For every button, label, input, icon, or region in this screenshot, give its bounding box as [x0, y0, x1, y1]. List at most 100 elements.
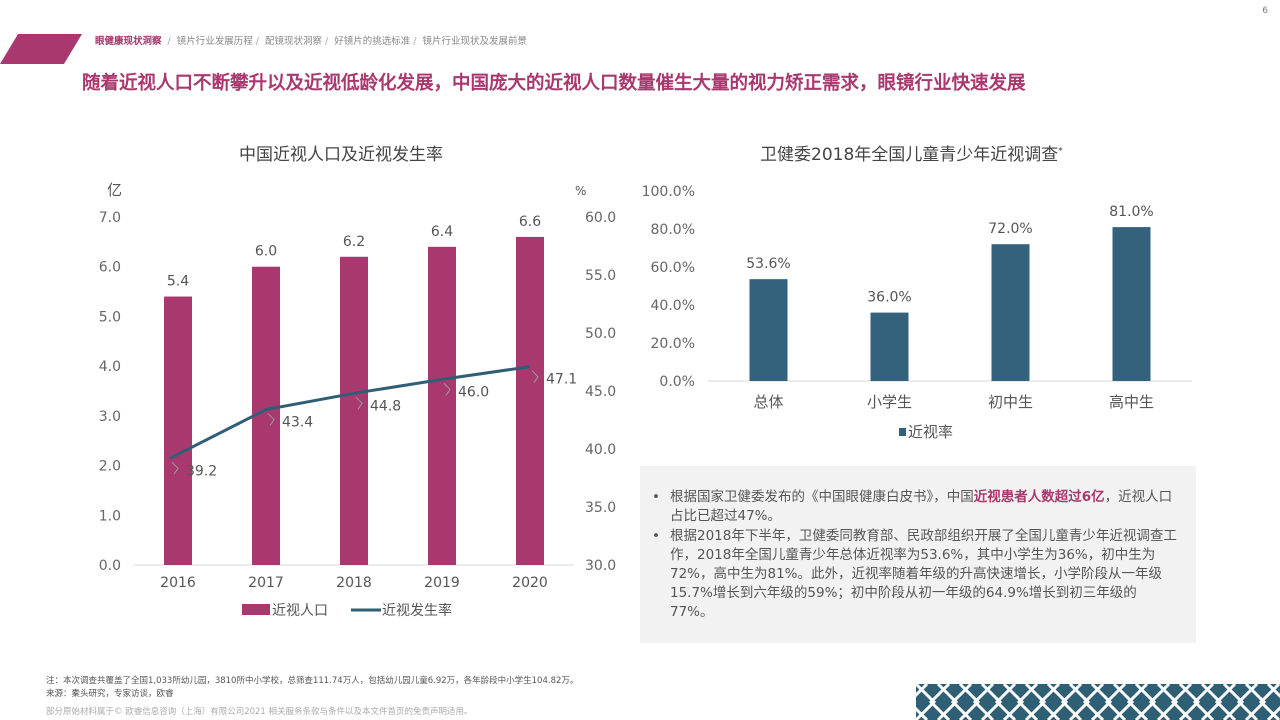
chart2-legend-label: 近视率	[908, 423, 953, 441]
info-bullet-2: 根据2018年下半年，卫健委同教育部、民政部组织开展了全国儿童青少年近视调查工作…	[652, 527, 1180, 622]
chart2-xtick: 小学生	[867, 393, 912, 411]
chart1-left-unit: 亿	[107, 181, 122, 199]
chevron-stroke	[1126, 684, 1149, 720]
chart1-bar	[516, 236, 544, 565]
chart1-ytick-right: 40.0	[585, 442, 616, 458]
chart1-legend-bar-label: 近视人口	[272, 603, 328, 619]
chevron-stroke	[1060, 684, 1083, 720]
chart1-xtick: 2017	[248, 575, 284, 591]
chart2-xtick: 高中生	[1109, 393, 1154, 411]
footnote-disclaimer: 部分原始材料属于© 欧睿信息咨询（上海）有限公司2021 相关服务条款与条件以及…	[46, 707, 473, 717]
chevron-stroke	[1192, 684, 1215, 720]
decorative-pattern	[916, 684, 1280, 720]
chart1-ytick-left: 7.0	[99, 210, 121, 226]
chart1-bar-label: 6.0	[255, 244, 277, 260]
chart1-ytick-right: 60.0	[585, 210, 616, 226]
chart2-ytick: 40.0%	[651, 298, 695, 314]
chart2-bar-label: 72.0%	[988, 221, 1032, 237]
chart1-xtick: 2020	[512, 575, 548, 591]
chart1-ytick-right: 45.0	[585, 384, 616, 400]
chart1-ytick-right: 50.0	[585, 326, 616, 342]
chart2-ytick: 0.0%	[659, 374, 695, 390]
chart1-ytick-left: 6.0	[99, 260, 121, 276]
chart1-leader	[355, 396, 363, 410]
chart1-ytick-right: 35.0	[585, 500, 616, 516]
chart1-ytick-right: 30.0	[585, 558, 616, 574]
chevron-stroke	[1214, 684, 1237, 720]
chart1-ytick-right: 55.0	[585, 268, 616, 284]
chart2-bar	[870, 312, 909, 381]
chart2-bar-label: 53.6%	[746, 256, 790, 272]
chart1-leader	[531, 370, 539, 383]
page-headline: 随着近视人口不断攀升以及近视低龄化发展，中国庞大的近视人口数量催生大量的视力矫正…	[82, 73, 1026, 94]
chart1-leader	[171, 461, 179, 475]
chart2-bar	[991, 244, 1030, 381]
chart1-bar	[428, 246, 456, 566]
chevron-stroke	[972, 684, 995, 720]
chart1-ytick-left: 0.0	[99, 558, 121, 574]
chart2-bar-label: 81.0%	[1109, 204, 1153, 220]
chart2-ytick: 60.0%	[651, 260, 695, 276]
chart1-line-label: 39.2	[186, 463, 217, 479]
chart1-ytick-left: 2.0	[99, 459, 121, 475]
breadcrumb-active[interactable]: 眼健康现状洞察	[95, 36, 162, 47]
chart2-bar	[749, 279, 788, 381]
info-bullet-1: 根据国家卫健委发布的《中国眼健康白皮书》，中国近视患者人数超过6亿，近视人口占比…	[652, 488, 1180, 526]
breadcrumb: 眼健康现状洞察 / 镜片行业发展历程 / 配镜现状洞察 / 好镜片的挑选标准 / 镜片…	[95, 36, 528, 47]
chart2-legend-swatch	[899, 428, 906, 436]
chart2-xtick: 初中生	[988, 393, 1033, 411]
chart1-bar-label: 5.4	[167, 274, 189, 290]
chevron-stroke	[1082, 684, 1105, 720]
chevron-stroke	[1104, 684, 1127, 720]
chart1-bar	[164, 296, 192, 565]
chart1-leader	[443, 383, 451, 396]
chart1-legend-line-label: 近视发生率	[382, 602, 452, 619]
chart1-xtick: 2019	[424, 575, 460, 591]
chart1-ytick-left: 1.0	[99, 508, 121, 524]
chevron-stroke	[928, 684, 951, 720]
chevron-stroke	[916, 684, 929, 720]
chart2-svg: 0.0% 20.0% 40.0% 60.0% 80.0% 100.0% 53.6% 36.0%…	[642, 184, 1192, 441]
chart1-line	[169, 365, 531, 460]
chart1-ytick-left: 5.0	[99, 309, 121, 325]
info-highlight: 近视患者人数超过6亿	[973, 489, 1105, 505]
chart1-line-label: 44.8	[370, 398, 401, 414]
chart1-bar	[340, 256, 368, 565]
chart2-title-mark: *	[1058, 146, 1063, 157]
page-number: 6	[1262, 6, 1268, 16]
chart2-ytick: 20.0%	[651, 336, 695, 352]
chart2-ytick: 80.0%	[651, 222, 695, 238]
chevron-stroke	[1170, 684, 1193, 720]
chart1-legend-bar-swatch	[242, 604, 270, 615]
info-box: 根据国家卫健委发布的《中国眼健康白皮书》，中国近视患者人数超过6亿，近视人口占比…	[640, 466, 1196, 643]
chart2-title-text: 卫健委2018年全国儿童青少年近视调查	[760, 145, 1059, 165]
breadcrumb-item[interactable]: 好镜片的挑选标准	[334, 36, 411, 47]
breadcrumb-item[interactable]: 镜片行业现状及发展前景	[422, 36, 528, 47]
chevron-stroke	[1258, 684, 1280, 720]
breadcrumb-item[interactable]: 配镜现状洞察	[265, 36, 323, 47]
chevron-stroke	[950, 684, 973, 720]
chart1-svg: 亿 % 0.0 1.0 2.0 3.0 4.0 5.0 6.0 7.0 30.0 35.0 40.0 45…	[99, 181, 616, 619]
chart2-xtick: 总体	[753, 393, 783, 411]
chart1-leader	[267, 413, 275, 426]
chart1-bar-label: 6.4	[431, 224, 453, 240]
chart2-bar-label: 36.0%	[867, 290, 911, 306]
chart1-xtick: 2018	[336, 575, 372, 591]
chart1-bar-label: 6.6	[519, 214, 541, 230]
chart1-line-label: 46.0	[458, 384, 489, 400]
chart1-ytick-left: 3.0	[99, 409, 121, 425]
footnote-source: 来源：橐头研究，专家访谈，欧睿	[46, 689, 174, 699]
breadcrumb-item[interactable]: 镜片行业发展历程	[176, 36, 253, 47]
chart2-ytick: 100.0%	[642, 184, 695, 200]
chevron-stroke	[1148, 684, 1171, 720]
footnote-note: 注：本次调查共覆盖了全国1,033所幼儿园，3810所中小学校，总筛查111.7…	[46, 676, 579, 686]
chart2-title: 卫健委2018年全国儿童青少年近视调查*	[760, 140, 1063, 165]
chart1-line-label: 47.1	[546, 372, 577, 388]
chevron-stroke	[994, 684, 1017, 720]
chart1-right-unit: %	[575, 184, 586, 198]
chart1-title: 中国近视人口及近视发生率	[239, 145, 443, 165]
chevron-stroke	[1038, 684, 1061, 720]
chart1-bar-label: 6.2	[343, 234, 365, 250]
chart1-line-label: 43.4	[282, 415, 313, 431]
chart2-bar	[1112, 227, 1151, 381]
